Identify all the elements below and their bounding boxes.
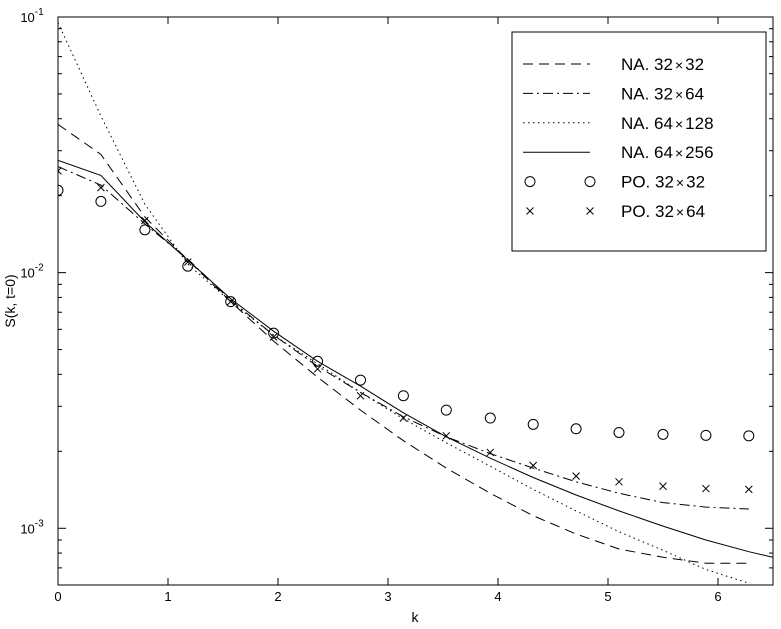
legend-marker <box>524 176 536 188</box>
data-point <box>356 391 365 400</box>
data-point <box>527 418 539 430</box>
data-point <box>657 428 669 440</box>
data-point <box>744 485 753 494</box>
data-point <box>529 461 538 470</box>
data-point <box>484 412 496 424</box>
x-tick-label: 3 <box>384 589 391 604</box>
x-axis-label: k <box>412 609 420 625</box>
data-point <box>397 390 409 402</box>
data-point <box>182 260 194 272</box>
legend-label: PO. 32 × 32 <box>621 173 705 192</box>
legend-label: PO. 32 × 64 <box>621 202 705 221</box>
y-tick-label: 10-1 <box>20 7 44 25</box>
legend: NA. 32 × 32 NA. 32 × 64 NA. 64 × 128 NA. 64 × 256 PO… <box>511 31 767 252</box>
data-point <box>183 258 192 266</box>
legend-marker <box>526 207 534 215</box>
data-point <box>440 404 452 416</box>
data-point <box>139 224 151 236</box>
data-point <box>442 431 451 440</box>
data-point <box>95 195 107 207</box>
data-point <box>659 482 667 491</box>
data-point <box>486 448 495 457</box>
data-point <box>312 355 324 367</box>
data-point <box>313 365 322 373</box>
y-tick-label: 10-2 <box>20 263 44 281</box>
x-tick-label: 1 <box>164 589 171 604</box>
series-group <box>58 22 773 584</box>
data-point <box>615 477 623 486</box>
data-point <box>355 374 366 386</box>
data-point <box>700 429 712 441</box>
data-point <box>58 167 62 175</box>
data-point <box>613 426 625 438</box>
data-point <box>570 423 582 435</box>
x-tick-label: 5 <box>604 589 611 604</box>
y-axis-label: S(k, t=0) <box>2 274 18 327</box>
data-point <box>97 183 105 192</box>
axis-ticks: 0 1 2 3 4 5 6 10-3 10-2 10-1 <box>20 7 773 604</box>
legend-marker <box>584 176 596 188</box>
legend-label: NA. 32 × 32 <box>621 55 704 74</box>
series-line-3 <box>58 22 749 584</box>
x-tick-label: 2 <box>274 589 281 604</box>
data-point <box>743 430 755 442</box>
data-point <box>226 297 235 306</box>
x-tick-label: 4 <box>494 589 501 604</box>
data-point <box>269 333 278 341</box>
data-point <box>702 484 710 493</box>
legend-box <box>511 31 767 252</box>
data-point <box>268 327 280 339</box>
series-line-1 <box>58 123 749 564</box>
x-tick-label: 0 <box>54 589 61 604</box>
legend-label: NA. 32 × 64 <box>621 84 704 103</box>
x-tick-label: 6 <box>714 589 721 604</box>
data-point <box>141 216 149 225</box>
y-tick-label: 10-3 <box>20 518 44 536</box>
legend-label: NA. 64 × 256 <box>621 143 714 162</box>
data-point <box>58 184 64 196</box>
data-point <box>225 296 237 308</box>
data-point <box>399 414 408 422</box>
legend-label: NA. 64 × 128 <box>621 114 714 133</box>
legend-marker <box>586 207 594 215</box>
data-point <box>572 472 580 480</box>
series-line-4 <box>58 159 773 558</box>
